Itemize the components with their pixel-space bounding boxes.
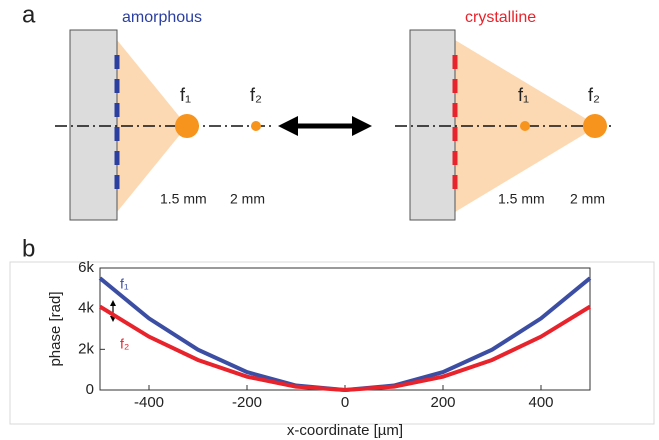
panel-label: b	[22, 235, 35, 262]
x-tick-label: 200	[430, 394, 455, 411]
plate	[69, 29, 118, 221]
y-tick-label: 4k	[78, 300, 94, 317]
focus-label: f₁	[518, 85, 529, 105]
focus	[583, 114, 607, 138]
x-tick-label: 400	[528, 394, 553, 411]
state-label: amorphous	[122, 9, 202, 26]
arrow-head	[352, 116, 372, 136]
series-label: f₂	[120, 336, 129, 352]
state-label: crystalline	[465, 9, 536, 26]
focus-label: f₁	[180, 85, 191, 105]
plate	[409, 29, 456, 221]
series-line	[98, 304, 592, 393]
y-tick-label: 2k	[78, 340, 94, 357]
arrow-head	[278, 116, 298, 136]
distance-label: 2 mm	[570, 191, 605, 207]
focus-label: f₂	[250, 85, 262, 105]
panel-frame	[9, 261, 655, 425]
series-label: f₁	[120, 276, 129, 292]
y-tick-label: 6k	[78, 259, 94, 276]
x-tick-label: 0	[341, 394, 349, 411]
distance-label: 1.5 mm	[498, 191, 545, 207]
distance-label: 1.5 mm	[160, 191, 207, 207]
x-tick-label: -200	[232, 394, 262, 411]
plot-area	[99, 267, 591, 391]
y-tick-label: 0	[86, 381, 94, 398]
arrow-head	[110, 300, 116, 306]
focus	[175, 114, 199, 138]
focus	[520, 121, 530, 131]
focus-label: f₂	[588, 85, 600, 105]
panel-label: a	[22, 1, 36, 28]
distance-label: 2 mm	[230, 191, 265, 207]
focus	[251, 121, 261, 131]
x-axis-label: x-coordinate [µm]	[287, 422, 403, 439]
x-tick-label: -400	[134, 394, 164, 411]
y-axis-label: phase [rad]	[47, 291, 64, 366]
